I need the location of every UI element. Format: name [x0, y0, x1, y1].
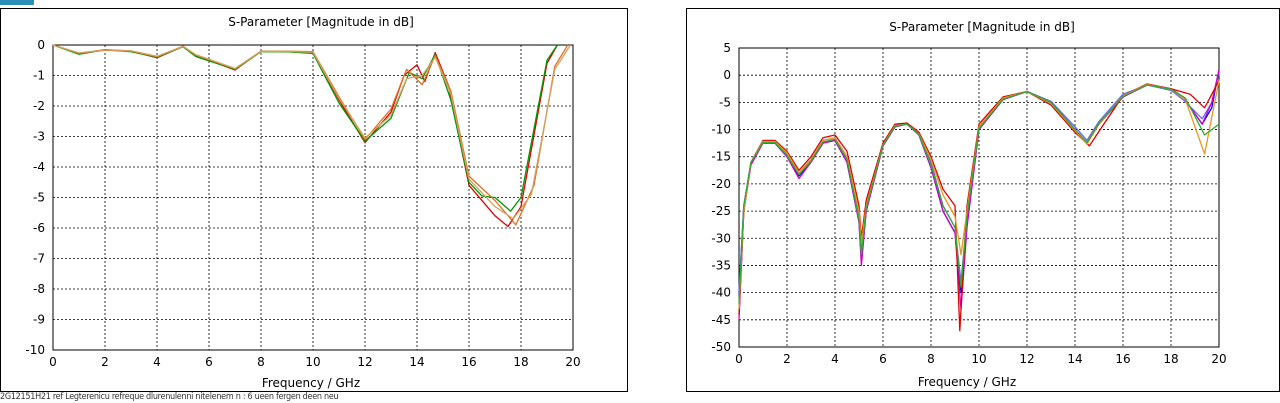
chart-right: S-Parameter [Magnitude in dB] 0 2 4 6 8 10 12 14…	[711, 20, 1226, 389]
y-tick-label: 0	[723, 68, 731, 82]
y-tick-label: -25	[711, 204, 731, 218]
x-tick-label: 10	[971, 352, 986, 366]
x-tick-label: 0	[735, 352, 743, 366]
y-tick-label: -45	[711, 313, 731, 327]
y-tick-label: -5	[33, 191, 45, 205]
x-tick-label: 0	[49, 355, 57, 369]
x-tick-label: 2	[783, 352, 791, 366]
chart-title: S-Parameter [Magnitude in dB]	[228, 15, 414, 29]
y-tick-label: -8	[33, 282, 45, 296]
y-tick-label: -6	[33, 221, 45, 235]
y-tick-label: 5	[723, 41, 731, 55]
y-tick-label: -5	[719, 95, 731, 109]
chart-right-frame: S-Parameter [Magnitude in dB] 0 2 4 6 8 10 12 14…	[686, 8, 1280, 392]
y-tick-label: -7	[33, 252, 45, 266]
y-tick-label: -10	[711, 123, 731, 137]
x-tick-label: 20	[565, 355, 580, 369]
y-tick-label: -4	[33, 160, 45, 174]
x-tick-label: 20	[1211, 352, 1226, 366]
x-tick-label: 8	[927, 352, 935, 366]
y-tick-label: -40	[711, 286, 731, 300]
x-axis-label: Frequency / GHz	[918, 375, 1016, 389]
x-tick-label: 4	[831, 352, 839, 366]
x-tick-label: 6	[879, 352, 887, 366]
x-tick-label: 8	[257, 355, 265, 369]
y-tick-label: 0	[37, 38, 45, 52]
y-tick-label: -15	[711, 150, 731, 164]
chart-left: S-Parameter [Magnitude in dB] 0 2 4 6 8 10 12 14…	[25, 15, 580, 390]
x-tick-label: 18	[1163, 352, 1178, 366]
y-tick-label: -3	[33, 130, 45, 144]
y-tick-label: -2	[33, 99, 45, 113]
x-axis-label: Frequency / GHz	[262, 376, 360, 390]
x-tick-label: 18	[513, 355, 528, 369]
x-tick-label: 6	[205, 355, 213, 369]
series-line-6	[738, 84, 1220, 304]
y-tick-label: -9	[33, 313, 45, 327]
x-tick-label: 12	[357, 355, 372, 369]
x-tick-label: 14	[409, 355, 424, 369]
x-tick-label: 2	[101, 355, 109, 369]
corner-accent	[0, 0, 34, 5]
y-tick-label: -30	[711, 231, 731, 245]
x-tick-label: 10	[305, 355, 320, 369]
chart-left-frame: S-Parameter [Magnitude in dB] 0 2 4 6 8 10 12 14…	[0, 8, 628, 392]
x-tick-label: 16	[461, 355, 476, 369]
y-tick-label: -20	[711, 177, 731, 191]
x-tick-label: 4	[153, 355, 161, 369]
y-tick-label: -50	[711, 340, 731, 354]
x-tick-label: 12	[1019, 352, 1034, 366]
series-line-4	[738, 80, 1220, 332]
footer-caption-strip: 2G12151H21 ref Legterenicu refreque dlur…	[0, 392, 339, 402]
x-tick-label: 14	[1067, 352, 1082, 366]
y-tick-label: -10	[25, 343, 45, 357]
series-line-4	[52, 44, 571, 220]
x-tick-label: 16	[1115, 352, 1130, 366]
y-tick-label: -35	[711, 258, 731, 272]
chart-title: S-Parameter [Magnitude in dB]	[889, 20, 1075, 34]
y-tick-label: -1	[33, 69, 45, 83]
